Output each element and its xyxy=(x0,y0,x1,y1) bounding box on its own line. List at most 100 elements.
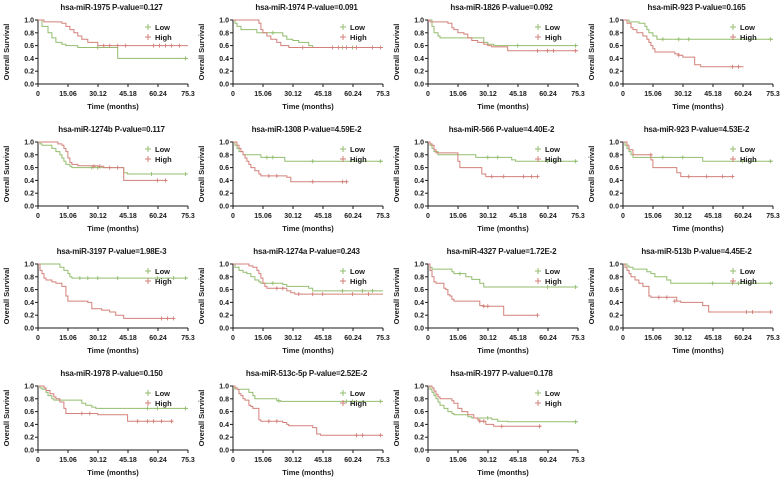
high-survival-curve xyxy=(233,263,383,295)
x-tick-label: 45.18 xyxy=(119,335,137,342)
low-censor-mark xyxy=(183,276,188,281)
x-tick-label: 15.06 xyxy=(644,335,662,342)
km-plot-svg: 0.0 0.2 0.4 0.6 0.8 1.0 0 15.06 30.12 45.18 60.24 7… xyxy=(2,18,195,112)
x-tick-label: 0 xyxy=(36,213,40,220)
high-legend-marker-icon xyxy=(145,278,151,284)
high-censor-mark xyxy=(171,316,176,321)
x-tick-label: 60.24 xyxy=(734,213,752,220)
high-censor-mark xyxy=(330,45,335,50)
high-censor-mark xyxy=(551,48,556,53)
y-tick-label: 0.2 xyxy=(609,69,619,76)
low-censor-mark xyxy=(95,276,100,281)
high-legend-marker-icon xyxy=(730,156,736,162)
x-tick-label: 45.18 xyxy=(314,91,332,98)
x-tick-label: 0 xyxy=(231,213,235,220)
x-tick-label: 75.3 xyxy=(181,335,195,342)
x-axis-label: Time (months) xyxy=(282,224,334,233)
high-censor-mark xyxy=(155,178,160,183)
plot-title: hsa-miR-3197 P-value=1.98E-3 xyxy=(56,247,167,256)
low-legend-label: Low xyxy=(350,145,365,154)
x-tick-label: 30.12 xyxy=(674,91,692,98)
plot-title: hsa-miR-1274b P-value=0.117 xyxy=(58,125,165,134)
x-tick-label: 30.12 xyxy=(89,91,107,98)
y-tick-label: 1.0 xyxy=(219,140,229,147)
low-censor-mark xyxy=(270,281,275,286)
low-legend-marker-icon xyxy=(730,268,736,274)
low-censor-mark xyxy=(676,37,681,42)
high-censor-mark xyxy=(704,174,709,179)
y-tick-label: 0.2 xyxy=(219,313,229,320)
low-survival-curve xyxy=(38,263,188,279)
low-censor-mark xyxy=(736,281,741,286)
x-tick-label: 0 xyxy=(426,91,430,98)
high-survival-curve xyxy=(233,141,347,183)
low-censor-mark xyxy=(149,172,154,176)
y-tick-label: 0.6 xyxy=(414,409,424,416)
x-axis-label: Time (months) xyxy=(672,224,724,233)
high-survival-curve xyxy=(428,141,538,178)
low-censor-mark xyxy=(515,43,520,48)
x-axis-label: Time (months) xyxy=(477,468,529,477)
high-censor-mark xyxy=(656,295,661,300)
y-tick-label: 0.2 xyxy=(219,191,229,198)
high-censor-mark xyxy=(477,419,482,424)
plot-title: hsa-miR-1975 P-value=0.127 xyxy=(60,3,163,12)
high-censor-mark xyxy=(320,292,325,297)
x-tick-label: 60.24 xyxy=(344,91,362,98)
high-censor-mark xyxy=(529,174,534,179)
km-plot-cell: hsa-miR-923 P-value=4.53E-2 0.0 0.2 0.4 0.6 0… xyxy=(585,124,780,246)
low-censor-mark xyxy=(710,281,715,286)
high-survival-curve xyxy=(428,19,578,52)
km-plot-cell: hsa-miR-1978 P-value=0.150 0.0 0.2 0.4 0.6 0.… xyxy=(0,368,195,490)
high-censor-mark xyxy=(115,43,120,48)
y-tick-label: 0.0 xyxy=(24,204,34,211)
high-censor-mark xyxy=(163,43,168,48)
y-tick-label: 0.4 xyxy=(414,56,424,63)
x-tick-label: 30.12 xyxy=(89,457,107,464)
x-tick-label: 15.06 xyxy=(59,335,77,342)
high-legend-label: High xyxy=(155,399,172,408)
high-censor-mark xyxy=(87,411,92,416)
low-legend-marker-icon xyxy=(145,146,151,152)
x-axis-label: Time (months) xyxy=(477,346,529,355)
high-censor-mark xyxy=(274,173,279,178)
y-tick-label: 0.4 xyxy=(414,300,424,307)
y-tick-label: 0.8 xyxy=(24,274,34,281)
y-tick-label: 0.4 xyxy=(219,300,229,307)
y-tick-label: 0.0 xyxy=(414,326,424,333)
x-tick-label: 15.06 xyxy=(449,335,467,342)
high-censor-mark xyxy=(274,419,279,424)
low-censor-mark xyxy=(183,56,188,61)
km-plot-cell: hsa-miR-1274a P-value=0.243 0.0 0.2 0.4 0.6 0… xyxy=(195,246,390,368)
high-censor-mark xyxy=(378,45,383,50)
x-tick-label: 60.24 xyxy=(734,91,752,98)
high-survival-curve xyxy=(38,141,168,181)
high-censor-mark xyxy=(521,174,526,179)
km-plot-svg: 0.0 0.2 0.4 0.6 0.8 1.0 0 15.06 30.12 45.18 60.24 7… xyxy=(197,384,390,478)
high-legend-marker-icon xyxy=(730,34,736,40)
high-censor-mark xyxy=(97,164,102,169)
low-censor-mark xyxy=(545,159,550,164)
y-tick-label: 0.4 xyxy=(609,178,619,185)
x-tick-label: 0 xyxy=(36,335,40,342)
high-censor-mark xyxy=(535,174,540,179)
y-tick-label: 0.2 xyxy=(414,69,424,76)
high-censor-mark xyxy=(274,286,279,291)
x-tick-label: 15.06 xyxy=(449,213,467,220)
x-tick-label: 30.12 xyxy=(89,335,107,342)
low-legend-label: Low xyxy=(545,389,560,398)
km-plot-svg: 0.0 0.2 0.4 0.6 0.8 1.0 0 15.06 30.12 45.18 60.24 7… xyxy=(2,384,195,478)
x-tick-label: 45.18 xyxy=(704,335,722,342)
x-tick-label: 15.06 xyxy=(59,457,77,464)
y-tick-label: 0.8 xyxy=(219,30,229,37)
high-legend-marker-icon xyxy=(145,34,151,40)
y-axis-label: Overall Survival xyxy=(197,390,206,447)
high-legend-label: High xyxy=(740,155,757,164)
high-censor-mark xyxy=(266,173,271,178)
x-tick-label: 30.12 xyxy=(89,213,107,220)
high-legend-label: High xyxy=(350,155,367,164)
x-tick-label: 0 xyxy=(36,457,40,464)
y-tick-label: 0.6 xyxy=(24,409,34,416)
y-tick-label: 0.4 xyxy=(609,300,619,307)
high-censor-mark xyxy=(310,292,315,297)
